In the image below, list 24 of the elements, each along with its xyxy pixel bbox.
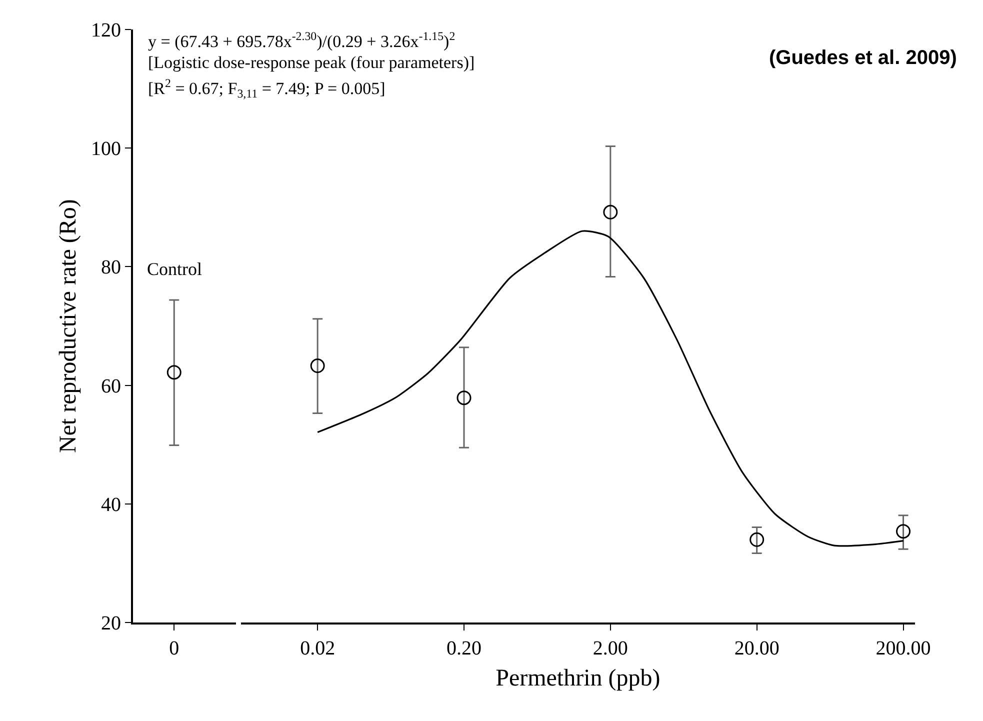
annotation: [Logistic dose-response peak (four parameters)] <box>148 53 475 72</box>
y-tick-label: 80 <box>101 256 122 279</box>
y-axis-title: Net reproductive rate (Ro) <box>56 199 82 453</box>
x-tick-label: 2.00 <box>592 637 628 660</box>
annotation: y = (67.43 + 695.78x$^{-2.30}$)/(0.29 + 3.26x$^{-1.15}$)$^{2}$ <box>148 29 456 52</box>
x-axis-title: Permethrin (ppb) <box>496 665 660 692</box>
x-tick-label: 20.00 <box>734 637 780 660</box>
y-tick-label: 100 <box>91 138 122 160</box>
annotation: Control <box>147 259 202 279</box>
x-tick-label: 200.00 <box>876 637 931 660</box>
point <box>750 532 764 547</box>
y-tick-label: 120 <box>91 19 122 42</box>
x-tick-label: 0.02 <box>300 637 336 660</box>
y-tick-label: 40 <box>101 494 122 516</box>
point <box>456 390 472 406</box>
annotation: [R$^{2}$ = 0.67; F$_{3,11}$ = 7.49; P = 0.005] <box>148 76 386 101</box>
x-tick-label: 0.20 <box>446 637 482 660</box>
y-tick-label: 60 <box>101 375 122 398</box>
point <box>896 524 911 539</box>
point <box>310 358 325 374</box>
point <box>603 204 618 220</box>
x-tick-label: 0 <box>169 637 180 660</box>
annotation: (Guedes et al. 2009) <box>769 47 957 69</box>
y-tick-label: 20 <box>101 612 122 635</box>
